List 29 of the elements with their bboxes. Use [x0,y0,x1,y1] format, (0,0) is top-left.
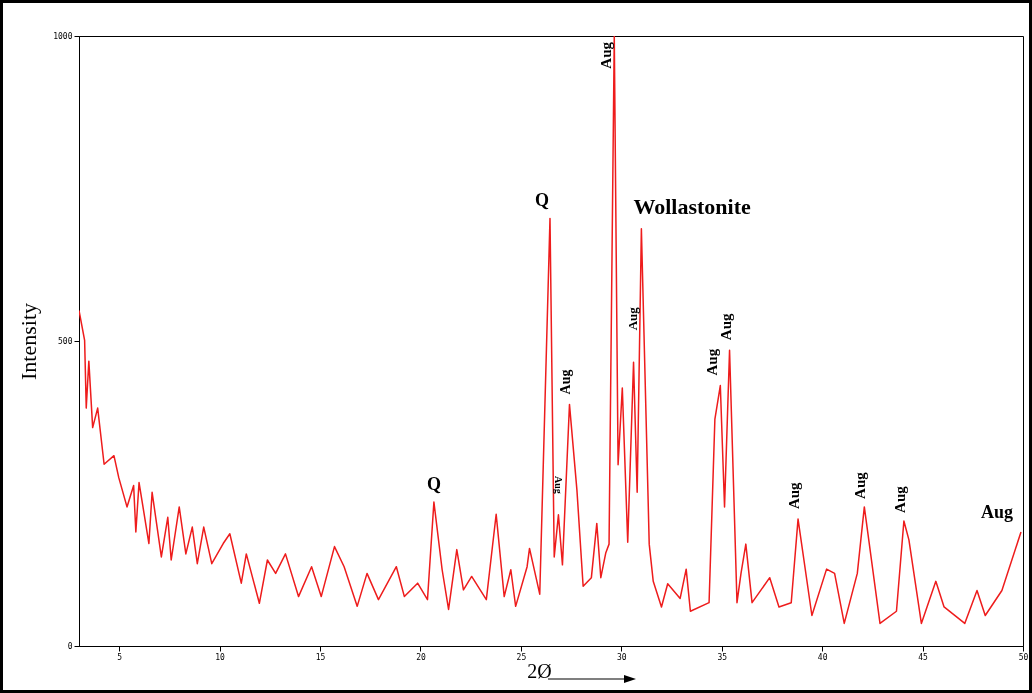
annotation: Aug [704,348,721,376]
y-axis-title: Intensity [16,303,42,380]
y-tick-label: 500 [58,336,73,346]
annotation: Aug [598,41,615,69]
annotation: Wollastonite [633,193,751,219]
annotation: Aug [891,485,908,513]
x-axis-title: 2Ø [527,659,552,682]
line-series [79,36,1022,625]
annotation: Aug [786,481,803,510]
annotation: Aug [624,306,640,331]
x-tick-label: 35 [717,652,728,662]
x-tick-label: 50 [1018,652,1029,662]
x-tick-label: 25 [516,652,527,662]
y-tick-label: 1000 [53,31,73,41]
x-tick-label: 15 [315,652,326,662]
x-tick-label: 5 [117,652,123,662]
x-tick-label: 45 [918,652,929,662]
x-tick-label: 20 [416,652,426,662]
annotation: Q [426,474,441,495]
annotation: Aug [717,312,734,341]
x-tick-label: 10 [215,652,226,662]
x-tick-label: 40 [817,652,828,662]
annotation: Aug [558,369,574,395]
annotation: Q [534,190,549,211]
x-tick-label: 30 [616,652,627,662]
annotation: Aug [553,475,565,494]
annotation: Aug [852,471,869,499]
annotation: Aug [980,501,1013,522]
y-tick-label: 0 [67,641,73,651]
